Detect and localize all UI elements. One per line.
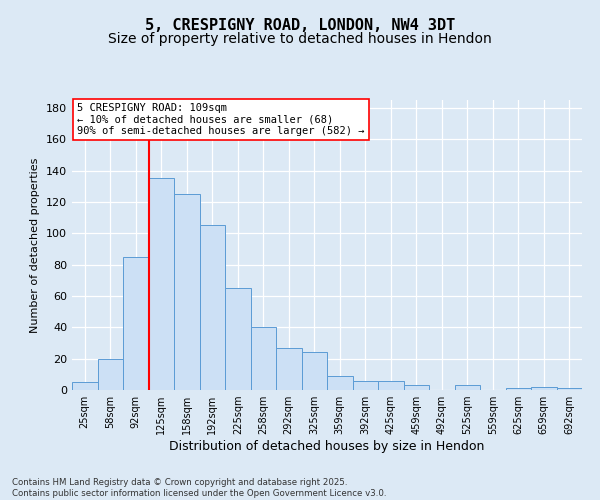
Text: 5, CRESPIGNY ROAD, LONDON, NW4 3DT: 5, CRESPIGNY ROAD, LONDON, NW4 3DT	[145, 18, 455, 32]
X-axis label: Distribution of detached houses by size in Hendon: Distribution of detached houses by size …	[169, 440, 485, 453]
Bar	[97, 358, 123, 390]
Bar	[199, 226, 225, 390]
Bar	[251, 328, 276, 390]
Bar	[174, 194, 199, 390]
Bar	[123, 257, 149, 390]
Y-axis label: Number of detached properties: Number of detached properties	[31, 158, 40, 332]
Bar	[378, 380, 404, 390]
Bar	[404, 386, 429, 390]
Bar	[327, 376, 353, 390]
Text: Contains HM Land Registry data © Crown copyright and database right 2025.
Contai: Contains HM Land Registry data © Crown c…	[12, 478, 386, 498]
Text: 5 CRESPIGNY ROAD: 109sqm
← 10% of detached houses are smaller (68)
90% of semi-d: 5 CRESPIGNY ROAD: 109sqm ← 10% of detach…	[77, 103, 365, 136]
Text: Size of property relative to detached houses in Hendon: Size of property relative to detached ho…	[108, 32, 492, 46]
Bar	[276, 348, 302, 390]
Bar	[149, 178, 174, 390]
Bar	[225, 288, 251, 390]
Bar	[72, 382, 97, 390]
Bar	[505, 388, 531, 390]
Bar	[353, 380, 378, 390]
Bar	[531, 387, 557, 390]
Bar	[302, 352, 327, 390]
Bar	[455, 386, 480, 390]
Bar	[557, 388, 582, 390]
